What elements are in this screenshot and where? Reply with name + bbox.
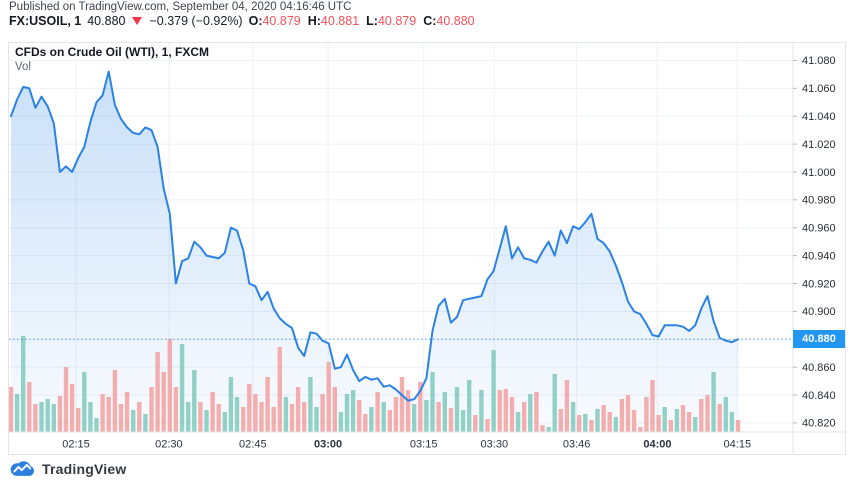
svg-text:03:46: 03:46 [563,439,591,451]
price-change: −0.379 (−0.92%) [149,14,243,28]
brand-name: TradingView [42,461,127,477]
svg-text:41.000: 41.000 [802,167,836,179]
chart-frame: 41.080 41.060 41.040 41.020 41.000 40.980 40.9… [8,42,846,455]
svg-text:40.940: 40.940 [802,250,836,262]
symbol-info-bar: FX:USOIL, 1 40.880 −0.379 (−0.92%) O:40.… [9,14,475,28]
svg-text:40.960: 40.960 [802,223,836,235]
svg-text:41.020: 41.020 [802,139,836,151]
time-axis[interactable]: 02:15 02:30 02:45 03:00 03:15 03:30 03:46 04:00… [62,439,751,451]
price-area-fill [11,71,738,432]
tradingview-logo-icon [10,461,34,476]
symbol-name: FX:USOIL, 1 [9,14,82,28]
down-triangle-icon [132,17,143,25]
svg-text:41.060: 41.060 [802,83,836,95]
svg-text:03:30: 03:30 [481,439,509,451]
svg-text:04:00: 04:00 [643,439,671,451]
price-line [10,70,739,402]
close-label: C: [423,14,437,28]
published-line: Published on TradingView.com, September … [9,1,352,13]
svg-text:03:00: 03:00 [314,439,342,451]
footer-brand-link[interactable]: TradingView [10,461,126,477]
low-value: 40.879 [377,14,417,28]
open-value: 40.879 [262,14,301,28]
svg-text:41.080: 41.080 [802,55,836,67]
svg-text:40.980: 40.980 [802,195,836,207]
low-label: L: [366,14,378,28]
svg-text:02:30: 02:30 [155,439,183,451]
svg-text:40.840: 40.840 [802,390,836,402]
price-axis[interactable]: 41.080 41.060 41.040 41.020 41.000 40.980 40.9… [793,55,836,430]
svg-text:03:15: 03:15 [410,439,438,451]
svg-text:40.900: 40.900 [802,306,836,318]
svg-text:40.920: 40.920 [802,278,836,290]
svg-text:02:15: 02:15 [62,439,90,451]
high-value: 40.881 [320,14,360,28]
volume-bars [9,336,741,432]
ohlc-values: O:40.879 H:40.881 L:40.879 C:40.880 [249,14,475,28]
chart-canvas[interactable]: 41.080 41.060 41.040 41.020 41.000 40.980 40.9… [9,43,845,454]
svg-text:40.860: 40.860 [802,362,836,374]
svg-text:04:15: 04:15 [724,439,752,451]
svg-text:02:45: 02:45 [239,439,267,451]
last-price: 40.880 [87,14,126,28]
svg-text:41.040: 41.040 [802,111,836,123]
volume-indicator-label: Vol [15,61,31,73]
open-label: O: [248,14,263,28]
svg-text:40.820: 40.820 [802,418,836,430]
close-value: 40.880 [436,14,475,28]
chart-legend: CFDs on Crude Oil (WTI), 1, FXCM Vol [15,45,209,75]
current-price-badge: 40.880 [793,330,845,348]
chart-title: CFDs on Crude Oil (WTI), 1, FXCM [15,45,209,59]
high-label: H: [307,14,321,28]
